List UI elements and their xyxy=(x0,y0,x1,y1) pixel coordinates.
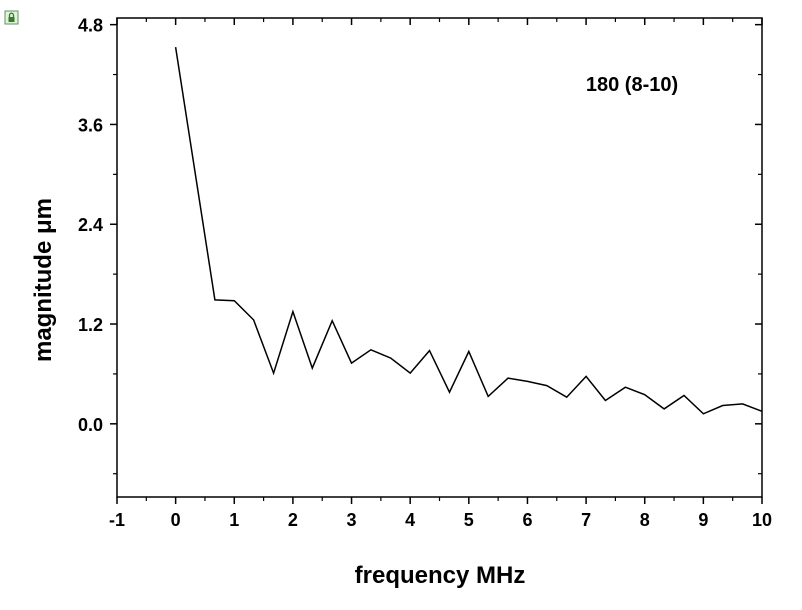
x-tick-label: 6 xyxy=(522,510,532,530)
series-lines xyxy=(174,46,763,415)
x-tick-label: 3 xyxy=(347,510,357,530)
x-tick-label: 9 xyxy=(698,510,708,530)
x-tick-label: 10 xyxy=(752,510,772,530)
y-tick-label: 4.8 xyxy=(78,16,103,36)
y-tick-label: 1.2 xyxy=(78,315,103,335)
y-axis: 0.0 1.2 2.4 3.6 4.8 xyxy=(78,16,762,475)
x-tick-label: 0 xyxy=(171,510,181,530)
y-tick-label: 0.0 xyxy=(78,415,103,435)
x-tick-label: -1 xyxy=(109,510,125,530)
y-tick-label: 2.4 xyxy=(78,215,103,235)
y-axis-title: magnitude μm xyxy=(30,198,57,362)
x-axis-title: frequency MHz xyxy=(355,562,526,589)
series-line xyxy=(174,46,763,415)
x-axis: -1 0 1 2 3 4 5 6 7 8 9 10 xyxy=(109,18,772,530)
chart-annotation: 180 (8-10) xyxy=(586,74,678,96)
x-tick-label: 8 xyxy=(640,510,650,530)
y-tick-label: 3.6 xyxy=(78,115,103,135)
x-tick-label: 4 xyxy=(405,510,415,530)
x-tick-label: 2 xyxy=(288,510,298,530)
lock-icon[interactable] xyxy=(4,10,19,25)
x-tick-label: 7 xyxy=(581,510,591,530)
x-tick-label: 5 xyxy=(464,510,474,530)
x-tick-label: 1 xyxy=(229,510,239,530)
